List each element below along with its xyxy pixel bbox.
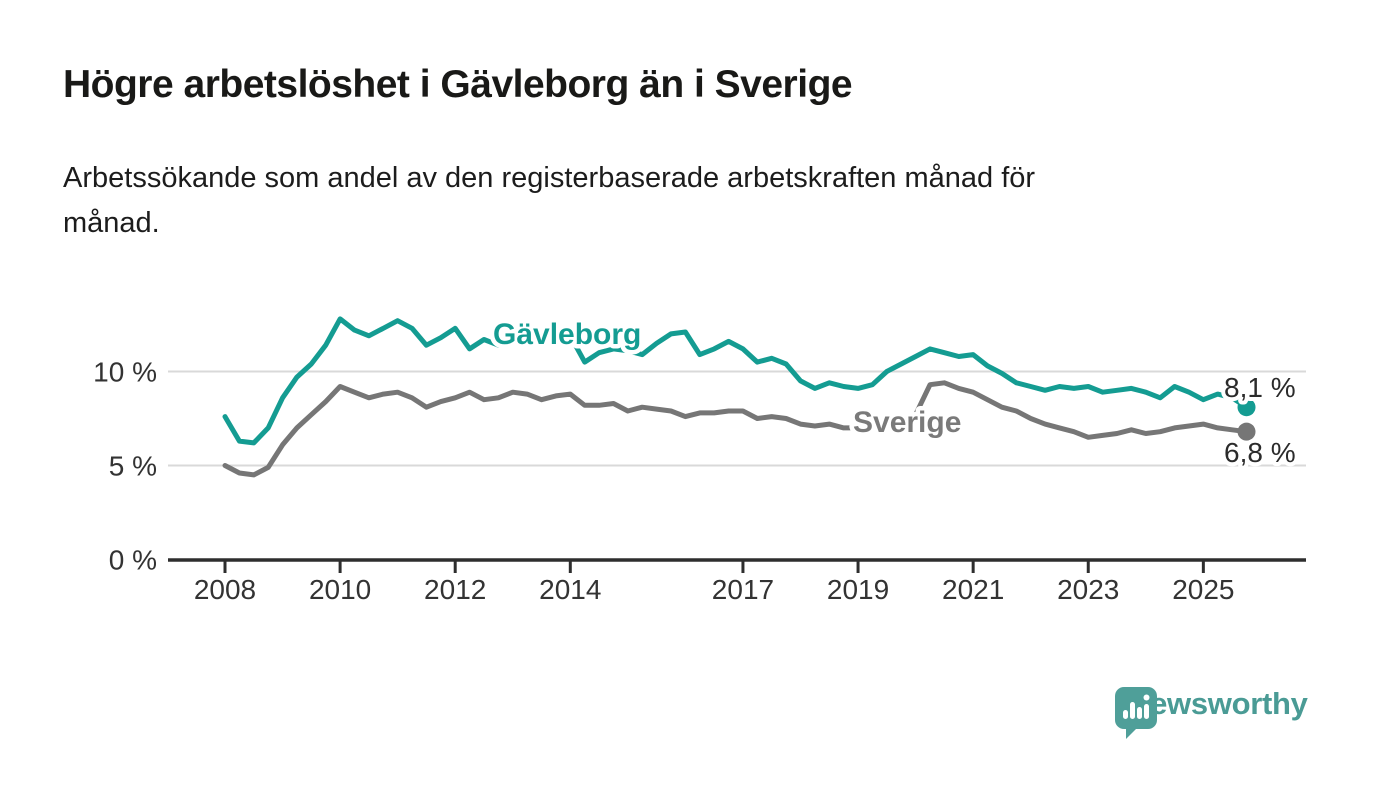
gvleborg-line [222, 316, 1249, 446]
bar-chart-speech-bubble-icon [1115, 687, 1157, 739]
x-tick-label: 2021 [942, 574, 1004, 605]
chart-subtitle: Arbetssökande som andel av den registerb… [63, 156, 1035, 246]
x-tick-label: 2019 [827, 574, 889, 605]
x-tick-label: 2023 [1057, 574, 1119, 605]
data-lines [222, 316, 1256, 478]
subtitle-line-2: månad. [63, 207, 160, 239]
gavleborg-end-value-label: 8,1 % [1224, 372, 1296, 403]
newsworthy-logo: Newsworthy [1114, 686, 1308, 739]
x-tick-label: 2014 [539, 574, 601, 605]
gridlines [168, 370, 1306, 467]
sverige-end-value-label: 6,8 % [1224, 437, 1296, 468]
x-tick-label: 2010 [309, 574, 371, 605]
x-tick-label: 2012 [424, 574, 486, 605]
subtitle-line-1: Arbetssökande som andel av den registerb… [63, 162, 1036, 194]
x-tick-label: 2025 [1172, 574, 1234, 605]
axis-ticks: 0 % 5 % 10 % 2008 2010 2012 2014 2017 2019 2021 20… [93, 357, 1234, 606]
brand-name: Newsworthy [1128, 686, 1308, 721]
y-tick-label: 5 % [109, 451, 157, 482]
gavleborg-series-label: Gävleborg [493, 318, 641, 351]
gvleborg-end-dot [1237, 398, 1256, 417]
sverige-series-label: Sverige [853, 406, 961, 439]
sverige-end-dot [1237, 422, 1256, 441]
page-title: Högre arbetslöshet i Gävleborg än i Sver… [63, 63, 853, 106]
y-tick-label: 0 % [109, 545, 157, 576]
x-tick-label: 2017 [712, 574, 774, 605]
sverige-line [222, 380, 1249, 478]
y-tick-label: 10 % [93, 357, 157, 388]
x-tick-label: 2008 [194, 574, 256, 605]
